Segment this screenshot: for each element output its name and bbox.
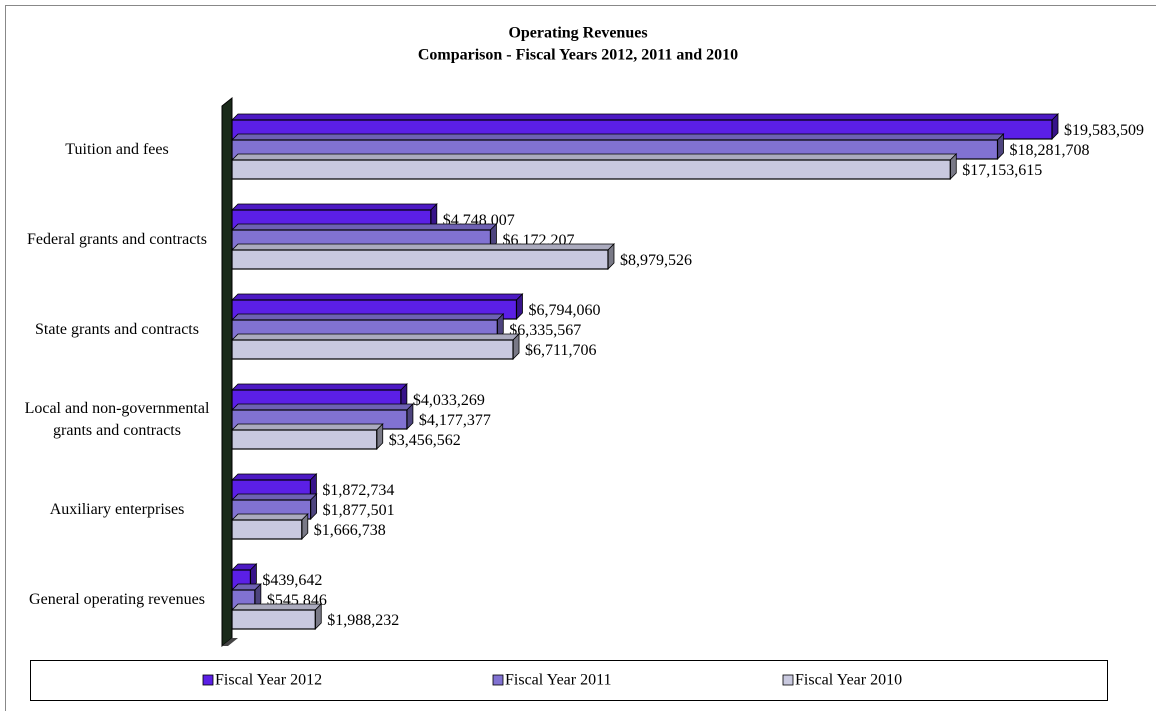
chart-border	[5, 5, 1156, 711]
axis-floor	[222, 638, 238, 646]
value-label: $1,666,738	[314, 522, 386, 539]
bar-top	[231, 513, 309, 521]
chart-subtitle: Comparison - Fiscal Years 2012, 2011 and…	[418, 47, 738, 64]
legend-swatch	[492, 674, 504, 686]
bar-top	[231, 403, 414, 411]
value-label: $18,281,708	[1009, 142, 1089, 159]
value-label: $19,583,509	[1064, 122, 1144, 139]
bar-top	[231, 153, 958, 161]
category-label: Local and non-governmental grants and co…	[24, 400, 210, 439]
value-label: $1,877,501	[323, 502, 395, 519]
value-label: $6,335,567	[509, 322, 581, 339]
chart-title: Operating Revenues	[508, 25, 647, 42]
legend-label: Fiscal Year 2012	[215, 672, 322, 689]
bar	[231, 429, 378, 450]
bar	[231, 249, 609, 270]
value-label: $3,456,562	[389, 432, 461, 449]
legend-swatch	[782, 674, 794, 686]
bar-top	[231, 203, 438, 211]
bar-top	[231, 473, 318, 481]
value-label: $439,642	[262, 572, 322, 589]
category-label: Auxiliary enterprises	[49, 501, 185, 518]
bar	[231, 609, 316, 630]
value-label: $6,711,706	[525, 342, 596, 359]
value-label: $8,979,526	[620, 252, 692, 269]
bar-top	[231, 383, 408, 391]
category-label: Tuition and fees	[65, 141, 169, 158]
axis-wall	[221, 96, 233, 648]
bar	[231, 519, 303, 540]
value-label: $4,033,269	[413, 392, 485, 409]
value-label: $1,872,734	[322, 482, 394, 499]
bar-top	[231, 133, 1005, 141]
bar-top	[231, 493, 318, 501]
bar-top	[231, 223, 498, 231]
legend-label: Fiscal Year 2011	[505, 672, 612, 689]
bar-top	[231, 243, 615, 251]
bar-top	[231, 313, 505, 321]
legend-box	[30, 660, 1108, 701]
bar-top	[231, 333, 520, 341]
category-label: State grants and contracts	[35, 321, 199, 338]
bar-top	[231, 423, 384, 431]
value-label: $6,794,060	[528, 302, 600, 319]
category-label: General operating revenues	[29, 591, 205, 608]
bar-top	[231, 113, 1059, 121]
category-label: Federal grants and contracts	[27, 231, 207, 248]
value-label: $4,177,377	[419, 412, 491, 429]
legend-swatch	[202, 674, 214, 686]
bar	[231, 159, 951, 180]
value-label: $17,153,615	[962, 162, 1042, 179]
legend-label: Fiscal Year 2010	[795, 672, 902, 689]
bar-top	[231, 293, 524, 301]
bar	[231, 339, 514, 360]
bar-top	[231, 603, 323, 611]
value-label: $1,988,232	[327, 612, 399, 629]
